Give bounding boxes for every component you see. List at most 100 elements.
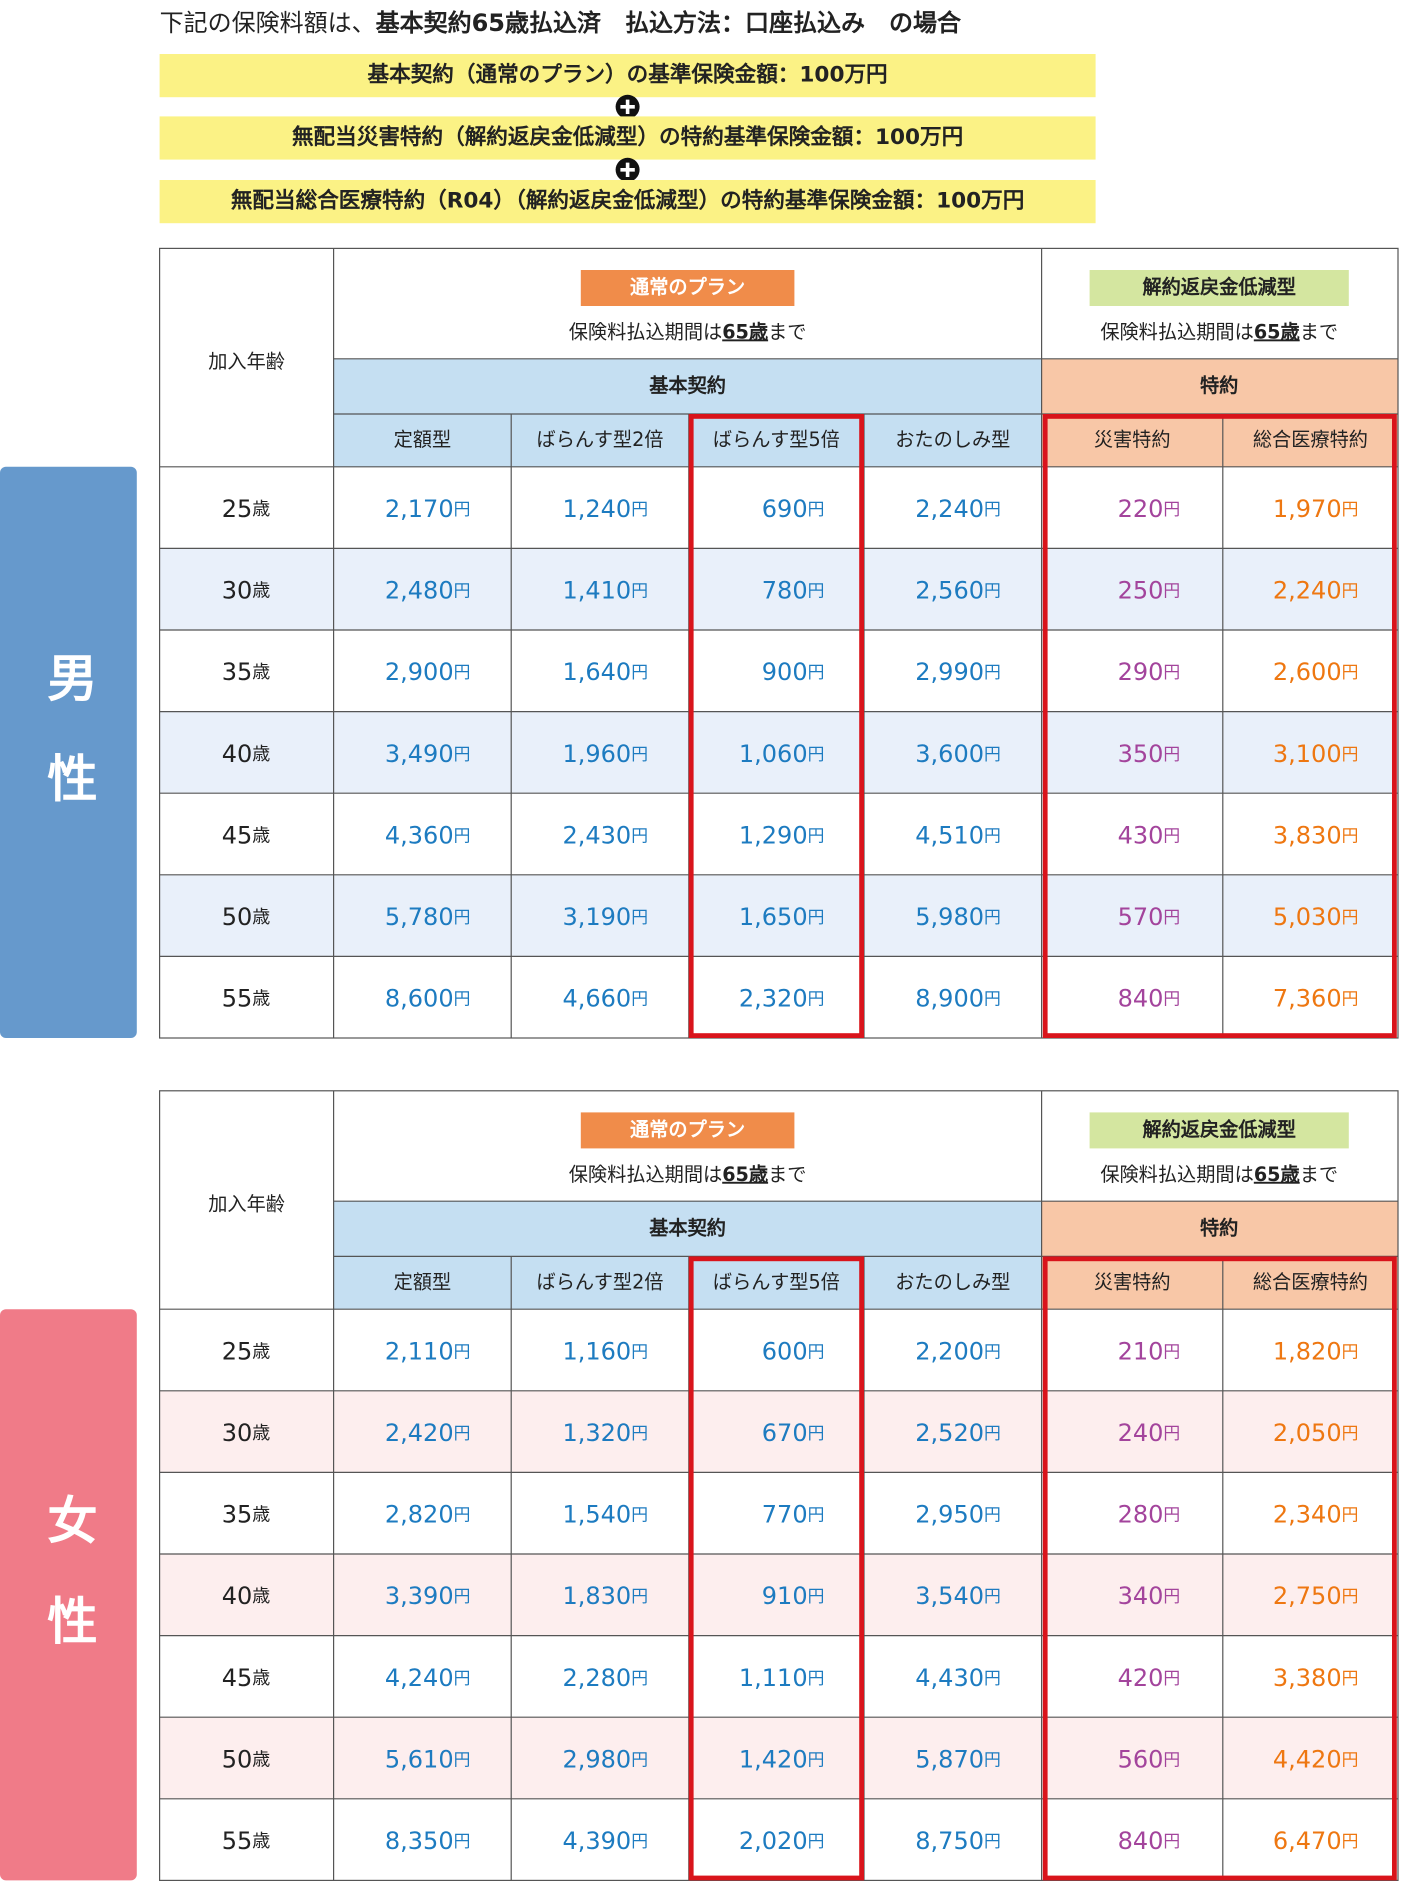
premium: 3,830 [1273, 821, 1342, 849]
row-stripe [159, 874, 1399, 957]
plan-badge [580, 1112, 795, 1149]
age-unit: 歳 [252, 662, 270, 683]
premium-cell: 2,280円 [562, 1664, 648, 1692]
age: 45 [222, 821, 253, 849]
age-header: 加入年齢 [208, 350, 285, 373]
premium: 2,020 [739, 1827, 808, 1855]
currency-unit: 円 [1342, 662, 1359, 682]
row-stripe [159, 1717, 1399, 1799]
premium-cell: 1,540円 [562, 1501, 648, 1529]
currency-unit: 円 [1342, 907, 1359, 927]
currency-unit: 円 [631, 989, 648, 1009]
currency-unit: 円 [1163, 825, 1180, 845]
premium-cell: 1,060円 [739, 740, 825, 768]
currency-unit: 円 [454, 1831, 471, 1851]
premium: 840 [1118, 1827, 1164, 1855]
premium: 7,360 [1273, 985, 1342, 1013]
column-header: おたのしみ型 [895, 428, 1010, 451]
premium-cell: 2,240円 [1273, 577, 1359, 605]
premium: 2,820 [385, 1501, 454, 1529]
premium-cell: 2,320円 [739, 985, 825, 1013]
premium-cell: 770円 [762, 1501, 825, 1529]
age-unit: 歳 [252, 1505, 270, 1526]
age-unit: 歳 [252, 989, 270, 1010]
age: 55 [222, 1827, 253, 1855]
premium-cell: 240円 [1118, 1419, 1181, 1447]
age-cell: 30歳 [222, 1419, 271, 1447]
currency-unit: 円 [808, 907, 825, 927]
premium: 2,520 [915, 1419, 984, 1447]
premium: 2,560 [915, 577, 984, 605]
plan-label: 解約返戻金低減型 [1142, 1118, 1296, 1141]
premium-cell: 600円 [762, 1337, 825, 1365]
premium: 1,640 [562, 658, 631, 686]
premium: 3,540 [915, 1582, 984, 1610]
premium: 220 [1118, 495, 1164, 523]
age-cell: 55歳 [222, 1827, 271, 1855]
premium-cell: 8,600円 [385, 985, 471, 1013]
age-cell: 25歳 [222, 1337, 271, 1365]
premium: 8,350 [385, 1827, 454, 1855]
premium-cell: 910円 [762, 1582, 825, 1610]
premium: 600 [762, 1337, 808, 1365]
premium: 210 [1118, 1337, 1164, 1365]
premium-cell: 4,240円 [385, 1664, 471, 1692]
premium-cell: 1,970円 [1273, 495, 1359, 523]
premium-cell: 2,170円 [385, 495, 471, 523]
premium-cell: 2,020円 [739, 1827, 825, 1855]
premium: 2,990 [915, 658, 984, 686]
currency-unit: 円 [984, 989, 1001, 1009]
highlight-frame [688, 1256, 864, 1881]
premium-cell: 1,650円 [739, 903, 825, 931]
gender-panel [0, 1309, 137, 1881]
age: 40 [222, 740, 253, 768]
age-unit: 歳 [252, 1586, 270, 1607]
highlight-frame [1042, 414, 1397, 1038]
premium-cell: 900円 [762, 658, 825, 686]
column-header: 災害特約 [1094, 428, 1171, 451]
currency-unit: 円 [1342, 744, 1359, 764]
premium: 2,480 [385, 577, 454, 605]
premium-cell: 5,980円 [915, 903, 1001, 931]
condition: 無配当災害特約（解約返戻金低減型）の特約基準保険金額：100万円 [292, 124, 963, 150]
condition: 無配当総合医療特約（R04）（解約返戻金低減型）の特約基準保険金額：100万円 [231, 188, 1025, 214]
premium: 1,540 [562, 1501, 631, 1529]
age: 30 [222, 577, 253, 605]
premium-cell: 5,610円 [385, 1745, 471, 1773]
age-unit: 歳 [252, 499, 270, 520]
currency-unit: 円 [454, 581, 471, 601]
currency-unit: 円 [984, 1423, 1001, 1443]
premium: 690 [762, 495, 808, 523]
age: 50 [222, 1745, 253, 1773]
premium-cell: 7,360円 [1273, 985, 1359, 1013]
column-header: ばらんす型5倍 [713, 1270, 840, 1293]
currency-unit: 円 [1163, 581, 1180, 601]
premium-cell: 4,360円 [385, 821, 471, 849]
contract-group: 基本契約 [649, 1216, 726, 1239]
currency-unit: 円 [631, 1668, 648, 1688]
currency-unit: 円 [631, 744, 648, 764]
currency-unit: 円 [454, 1749, 471, 1769]
currency-unit: 円 [454, 1505, 471, 1525]
premium: 2,900 [385, 658, 454, 686]
currency-unit: 円 [984, 581, 1001, 601]
currency-unit: 円 [1163, 1341, 1180, 1361]
column-header: おたのしみ型 [895, 1270, 1010, 1293]
currency-unit: 円 [984, 907, 1001, 927]
currency-unit: 円 [454, 499, 471, 519]
premium: 2,600 [1273, 658, 1342, 686]
premium: 1,420 [739, 1745, 808, 1773]
currency-unit: 円 [1342, 1586, 1359, 1606]
premium-cell: 2,980円 [562, 1745, 648, 1773]
premium-cell: 560円 [1118, 1745, 1181, 1773]
premium: 3,490 [385, 740, 454, 768]
age-cell: 45歳 [222, 1664, 271, 1692]
age: 30 [222, 1419, 253, 1447]
period-before: 保険料払込期間は [1100, 1162, 1253, 1185]
currency-unit: 円 [808, 581, 825, 601]
age-unit: 歳 [252, 907, 270, 928]
premium-cell: 4,390円 [562, 1827, 648, 1855]
premium: 2,280 [562, 1664, 631, 1692]
currency-unit: 円 [1163, 744, 1180, 764]
